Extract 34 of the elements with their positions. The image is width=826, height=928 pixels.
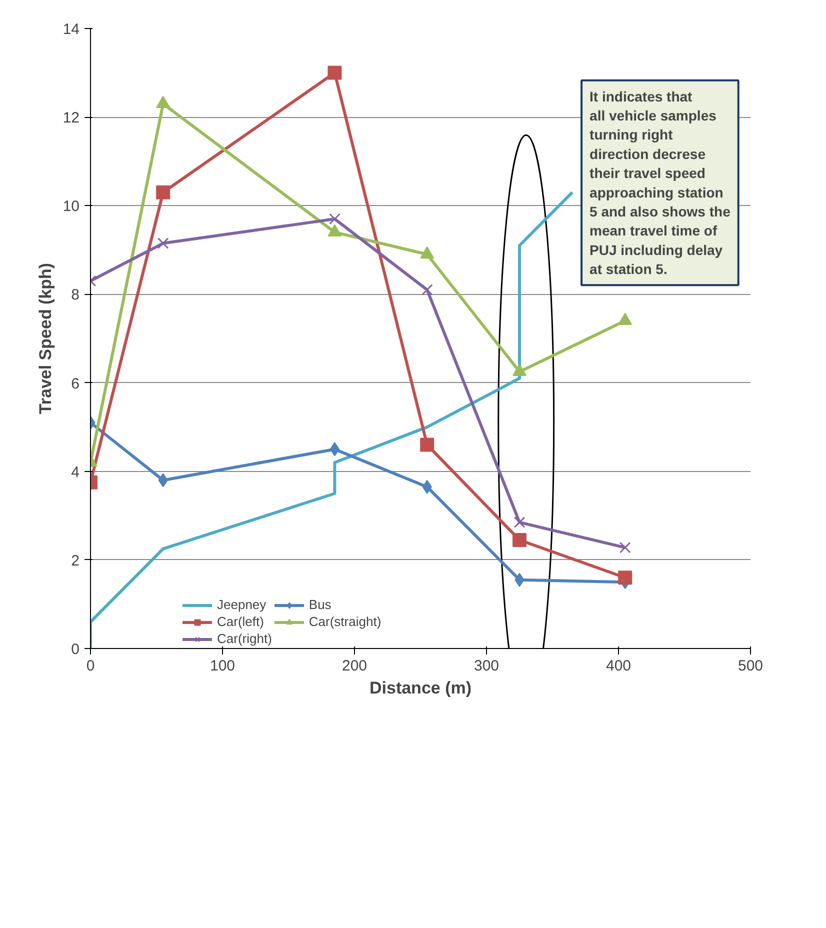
x-tick-label: 200 [342,658,368,674]
point [512,533,526,547]
point [329,213,340,225]
x-tick-label: 100 [210,658,236,674]
x-tick-label: 500 [738,658,764,674]
legend-label: Bus [308,597,332,612]
point [619,542,631,554]
y-tick-label: 10 [62,198,80,216]
point [330,442,340,456]
x-tick-label: 300 [474,658,500,674]
x-tick-label: 0 [86,658,95,674]
y-axis-title: Travel Speed (kph) [36,262,55,414]
point [328,66,342,80]
y-tick-label: 0 [71,641,80,658]
text: It indicates that all vehicle samples turning right direction decrese their travel speed approaching station 5 and also shows the mean travel time of PUJ including delay at station 5. [590,88,730,278]
y-tick-label: 2 [71,552,80,570]
x-tick-label: 400 [606,658,632,674]
y-tick-label: 6 [71,375,80,392]
y-tick-label: 8 [71,286,80,304]
line-series [90,190,574,648]
y-tick-label: 4 [71,464,80,481]
point [156,185,170,200]
point [514,516,526,528]
y-tick-label: 14 [62,21,80,38]
point [618,570,632,585]
point [421,284,433,296]
legend-label: Car(straight) [308,614,382,629]
legend-label: Jeepney [217,597,266,612]
x-axis-title: Distance (m) [369,678,472,698]
y-tick-label: 12 [62,110,80,127]
point [420,438,434,452]
point [157,238,169,249]
legend-label: Car(right) [217,631,272,646]
legend-label: Car(left) [217,614,264,629]
